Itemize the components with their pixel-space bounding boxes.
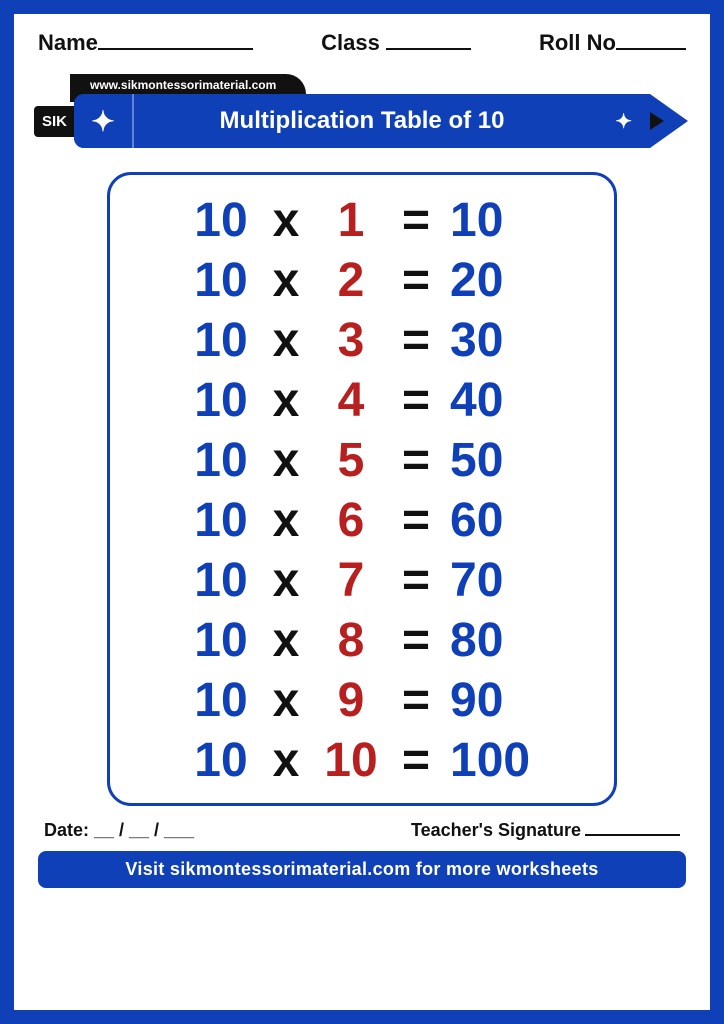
times-operator: x <box>260 437 312 485</box>
equals-operator: = <box>390 197 442 245</box>
pencil-body: ✦ Multiplication Table of 10 ✦ <box>74 94 650 148</box>
equation-row: 10x8=80 <box>140 617 584 665</box>
worksheet-title: Multiplication Table of 10 <box>220 107 505 135</box>
class-line[interactable] <box>386 48 471 50</box>
equation-row: 10x4=40 <box>140 377 584 425</box>
result-number: 100 <box>442 737 542 785</box>
multiplier-number: 8 <box>312 617 390 665</box>
title-banner: www.sikmontessorimaterial.com SIK ✦ Mult… <box>34 74 690 154</box>
times-operator: x <box>260 257 312 305</box>
result-number: 70 <box>442 557 542 605</box>
multiplication-table: 10x1=1010x2=2010x3=3010x4=4010x5=5010x6=… <box>107 172 617 806</box>
equation-row: 10x10=100 <box>140 737 584 785</box>
base-number: 10 <box>182 737 260 785</box>
result-number: 20 <box>442 257 542 305</box>
times-operator: x <box>260 317 312 365</box>
result-number: 40 <box>442 377 542 425</box>
pencil-tip-icon <box>650 94 688 148</box>
signature-line <box>585 834 680 836</box>
footer-fields: Date: __ / __ / ___ Teacher's Signature <box>34 806 690 851</box>
multiplier-number: 5 <box>312 437 390 485</box>
brand-logo: SIK <box>34 106 77 137</box>
equals-operator: = <box>390 317 442 365</box>
roll-field: Roll No <box>539 30 686 56</box>
worksheet-page: Name Class Roll No www.sikmontessorimate… <box>0 0 724 1024</box>
name-field: Name <box>38 30 253 56</box>
base-number: 10 <box>182 317 260 365</box>
equals-operator: = <box>390 377 442 425</box>
equals-operator: = <box>390 437 442 485</box>
times-operator: x <box>260 497 312 545</box>
multiplier-number: 3 <box>312 317 390 365</box>
equation-row: 10x5=50 <box>140 437 584 485</box>
header-fields: Name Class Roll No <box>34 30 690 56</box>
equals-operator: = <box>390 677 442 725</box>
class-label: Class <box>321 30 380 56</box>
result-number: 10 <box>442 197 542 245</box>
cta-banner: Visit sikmontessorimaterial.com for more… <box>38 851 686 888</box>
equation-row: 10x9=90 <box>140 677 584 725</box>
equals-operator: = <box>390 557 442 605</box>
multiplier-number: 2 <box>312 257 390 305</box>
equation-row: 10x3=30 <box>140 317 584 365</box>
result-number: 50 <box>442 437 542 485</box>
roll-label: Roll No <box>539 30 616 56</box>
base-number: 10 <box>182 617 260 665</box>
name-line[interactable] <box>98 48 253 50</box>
base-number: 10 <box>182 557 260 605</box>
times-operator: x <box>260 737 312 785</box>
multiplier-number: 9 <box>312 677 390 725</box>
times-operator: x <box>260 197 312 245</box>
equals-operator: = <box>390 257 442 305</box>
result-number: 30 <box>442 317 542 365</box>
times-operator: x <box>260 617 312 665</box>
date-field[interactable]: Date: __ / __ / ___ <box>44 820 194 841</box>
multiplier-number: 6 <box>312 497 390 545</box>
sparkle-icon: ✦ <box>615 109 632 134</box>
equals-operator: = <box>390 737 442 785</box>
name-label: Name <box>38 30 98 56</box>
times-operator: x <box>260 557 312 605</box>
base-number: 10 <box>182 677 260 725</box>
result-number: 80 <box>442 617 542 665</box>
signature-label: Teacher's Signature <box>411 820 581 840</box>
equation-row: 10x7=70 <box>140 557 584 605</box>
base-number: 10 <box>182 497 260 545</box>
multiplier-number: 1 <box>312 197 390 245</box>
equals-operator: = <box>390 617 442 665</box>
multiplier-number: 10 <box>312 737 390 785</box>
rocket-icon: ✦ <box>74 94 134 148</box>
base-number: 10 <box>182 197 260 245</box>
base-number: 10 <box>182 377 260 425</box>
result-number: 90 <box>442 677 542 725</box>
times-operator: x <box>260 377 312 425</box>
multiplier-number: 7 <box>312 557 390 605</box>
class-field: Class <box>321 30 471 56</box>
base-number: 10 <box>182 257 260 305</box>
signature-field[interactable]: Teacher's Signature <box>411 820 680 841</box>
result-number: 60 <box>442 497 542 545</box>
multiplier-number: 4 <box>312 377 390 425</box>
times-operator: x <box>260 677 312 725</box>
roll-line[interactable] <box>616 48 686 50</box>
equation-row: 10x6=60 <box>140 497 584 545</box>
equation-row: 10x1=10 <box>140 197 584 245</box>
base-number: 10 <box>182 437 260 485</box>
equals-operator: = <box>390 497 442 545</box>
equation-row: 10x2=20 <box>140 257 584 305</box>
pencil-banner: ✦ Multiplication Table of 10 ✦ <box>74 94 688 148</box>
